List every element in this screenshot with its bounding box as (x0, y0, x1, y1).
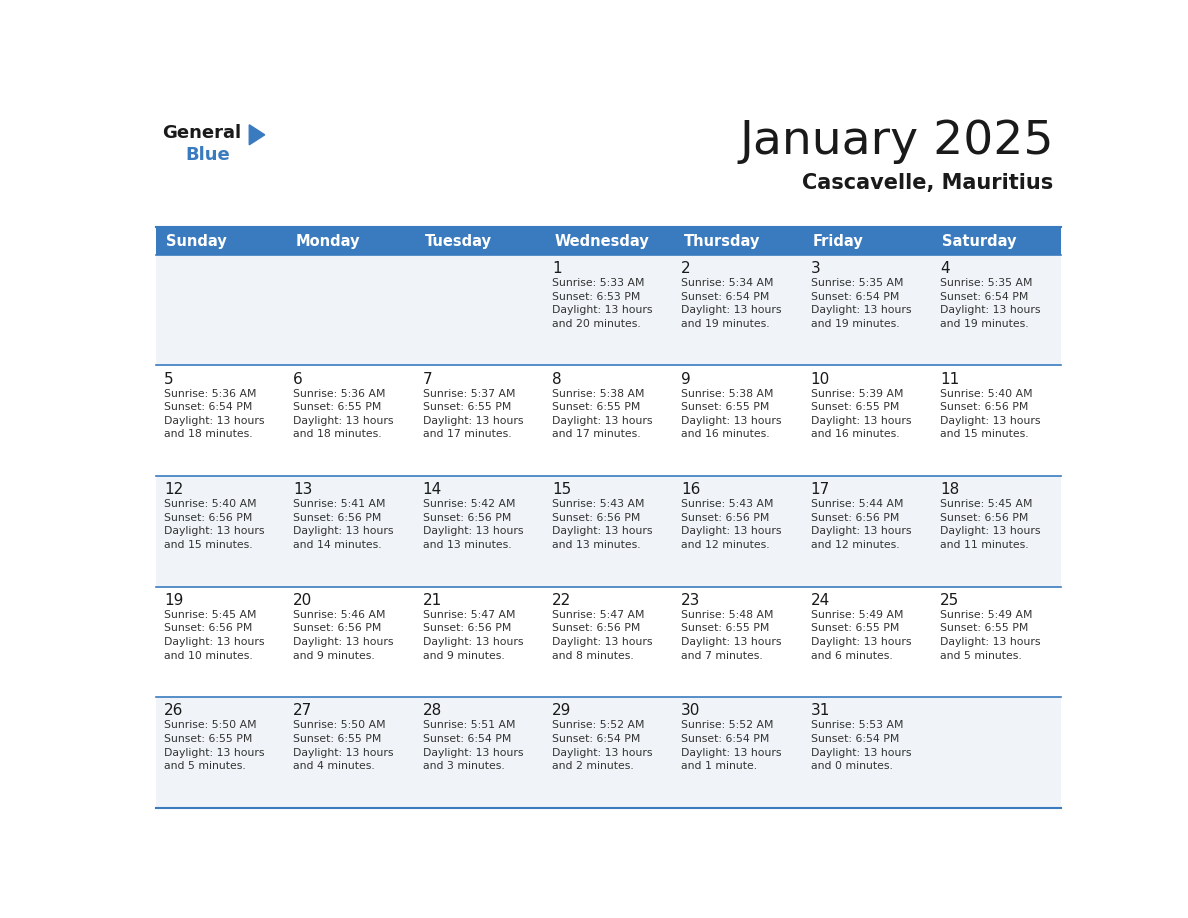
Text: Sunrise: 5:44 AM
Sunset: 6:56 PM
Daylight: 13 hours
and 12 minutes.: Sunrise: 5:44 AM Sunset: 6:56 PM Dayligh… (810, 499, 911, 550)
Text: Thursday: Thursday (683, 233, 760, 249)
Text: Sunrise: 5:50 AM
Sunset: 6:55 PM
Daylight: 13 hours
and 4 minutes.: Sunrise: 5:50 AM Sunset: 6:55 PM Dayligh… (293, 721, 393, 771)
Text: 30: 30 (681, 703, 701, 719)
Text: 8: 8 (552, 372, 562, 386)
Text: Sunrise: 5:38 AM
Sunset: 6:55 PM
Daylight: 13 hours
and 16 minutes.: Sunrise: 5:38 AM Sunset: 6:55 PM Dayligh… (681, 388, 782, 440)
Text: Tuesday: Tuesday (425, 233, 492, 249)
Text: 17: 17 (810, 482, 830, 498)
Text: Sunrise: 5:48 AM
Sunset: 6:55 PM
Daylight: 13 hours
and 7 minutes.: Sunrise: 5:48 AM Sunset: 6:55 PM Dayligh… (681, 610, 782, 661)
Bar (157, 587, 1061, 697)
Text: Cascavelle, Mauritius: Cascavelle, Mauritius (802, 174, 1054, 194)
Text: Sunday: Sunday (166, 233, 227, 249)
Text: 29: 29 (552, 703, 571, 719)
Text: Sunrise: 5:51 AM
Sunset: 6:54 PM
Daylight: 13 hours
and 3 minutes.: Sunrise: 5:51 AM Sunset: 6:54 PM Dayligh… (423, 721, 523, 771)
Text: 21: 21 (423, 593, 442, 608)
Text: Friday: Friday (813, 233, 864, 249)
Text: 13: 13 (293, 482, 312, 498)
Text: 23: 23 (681, 593, 701, 608)
Text: Sunrise: 5:41 AM
Sunset: 6:56 PM
Daylight: 13 hours
and 14 minutes.: Sunrise: 5:41 AM Sunset: 6:56 PM Dayligh… (293, 499, 393, 550)
Text: 5: 5 (164, 372, 173, 386)
Text: 31: 31 (810, 703, 830, 719)
Text: 24: 24 (810, 593, 830, 608)
Text: 11: 11 (940, 372, 959, 386)
Text: Sunrise: 5:43 AM
Sunset: 6:56 PM
Daylight: 13 hours
and 13 minutes.: Sunrise: 5:43 AM Sunset: 6:56 PM Dayligh… (552, 499, 652, 550)
Text: 22: 22 (552, 593, 571, 608)
Text: 12: 12 (164, 482, 183, 498)
Bar (415, 227, 544, 255)
Text: Sunrise: 5:33 AM
Sunset: 6:53 PM
Daylight: 13 hours
and 20 minutes.: Sunrise: 5:33 AM Sunset: 6:53 PM Dayligh… (552, 278, 652, 329)
Text: 19: 19 (164, 593, 183, 608)
Text: Saturday: Saturday (942, 233, 1017, 249)
Text: 10: 10 (810, 372, 830, 386)
Bar (544, 227, 674, 255)
Text: Sunrise: 5:43 AM
Sunset: 6:56 PM
Daylight: 13 hours
and 12 minutes.: Sunrise: 5:43 AM Sunset: 6:56 PM Dayligh… (681, 499, 782, 550)
Text: Sunrise: 5:42 AM
Sunset: 6:56 PM
Daylight: 13 hours
and 13 minutes.: Sunrise: 5:42 AM Sunset: 6:56 PM Dayligh… (423, 499, 523, 550)
Text: 6: 6 (293, 372, 303, 386)
Text: Sunrise: 5:47 AM
Sunset: 6:56 PM
Daylight: 13 hours
and 8 minutes.: Sunrise: 5:47 AM Sunset: 6:56 PM Dayligh… (552, 610, 652, 661)
Bar (157, 255, 1061, 365)
Text: 7: 7 (423, 372, 432, 386)
Bar (933, 227, 1061, 255)
Text: 15: 15 (552, 482, 571, 498)
Text: Sunrise: 5:35 AM
Sunset: 6:54 PM
Daylight: 13 hours
and 19 minutes.: Sunrise: 5:35 AM Sunset: 6:54 PM Dayligh… (810, 278, 911, 329)
Bar (157, 697, 1061, 808)
Text: 18: 18 (940, 482, 959, 498)
Text: January 2025: January 2025 (739, 119, 1054, 164)
Bar (674, 227, 803, 255)
Text: Sunrise: 5:35 AM
Sunset: 6:54 PM
Daylight: 13 hours
and 19 minutes.: Sunrise: 5:35 AM Sunset: 6:54 PM Dayligh… (940, 278, 1041, 329)
Polygon shape (249, 125, 265, 145)
Text: Sunrise: 5:46 AM
Sunset: 6:56 PM
Daylight: 13 hours
and 9 minutes.: Sunrise: 5:46 AM Sunset: 6:56 PM Dayligh… (293, 610, 393, 661)
Text: Sunrise: 5:40 AM
Sunset: 6:56 PM
Daylight: 13 hours
and 15 minutes.: Sunrise: 5:40 AM Sunset: 6:56 PM Dayligh… (164, 499, 265, 550)
Text: Monday: Monday (296, 233, 360, 249)
Text: 16: 16 (681, 482, 701, 498)
Text: Sunrise: 5:52 AM
Sunset: 6:54 PM
Daylight: 13 hours
and 1 minute.: Sunrise: 5:52 AM Sunset: 6:54 PM Dayligh… (681, 721, 782, 771)
Text: Sunrise: 5:37 AM
Sunset: 6:55 PM
Daylight: 13 hours
and 17 minutes.: Sunrise: 5:37 AM Sunset: 6:55 PM Dayligh… (423, 388, 523, 440)
Bar (157, 227, 285, 255)
Text: 20: 20 (293, 593, 312, 608)
Text: 1: 1 (552, 261, 562, 276)
Text: Wednesday: Wednesday (555, 233, 649, 249)
Text: 28: 28 (423, 703, 442, 719)
Text: Sunrise: 5:53 AM
Sunset: 6:54 PM
Daylight: 13 hours
and 0 minutes.: Sunrise: 5:53 AM Sunset: 6:54 PM Dayligh… (810, 721, 911, 771)
Bar (157, 365, 1061, 476)
Text: Sunrise: 5:39 AM
Sunset: 6:55 PM
Daylight: 13 hours
and 16 minutes.: Sunrise: 5:39 AM Sunset: 6:55 PM Dayligh… (810, 388, 911, 440)
Text: Sunrise: 5:52 AM
Sunset: 6:54 PM
Daylight: 13 hours
and 2 minutes.: Sunrise: 5:52 AM Sunset: 6:54 PM Dayligh… (552, 721, 652, 771)
Text: Sunrise: 5:47 AM
Sunset: 6:56 PM
Daylight: 13 hours
and 9 minutes.: Sunrise: 5:47 AM Sunset: 6:56 PM Dayligh… (423, 610, 523, 661)
Text: Sunrise: 5:45 AM
Sunset: 6:56 PM
Daylight: 13 hours
and 11 minutes.: Sunrise: 5:45 AM Sunset: 6:56 PM Dayligh… (940, 499, 1041, 550)
Text: 4: 4 (940, 261, 949, 276)
Text: Sunrise: 5:40 AM
Sunset: 6:56 PM
Daylight: 13 hours
and 15 minutes.: Sunrise: 5:40 AM Sunset: 6:56 PM Dayligh… (940, 388, 1041, 440)
Text: Sunrise: 5:36 AM
Sunset: 6:55 PM
Daylight: 13 hours
and 18 minutes.: Sunrise: 5:36 AM Sunset: 6:55 PM Dayligh… (293, 388, 393, 440)
Text: 27: 27 (293, 703, 312, 719)
Text: 3: 3 (810, 261, 821, 276)
Text: 26: 26 (164, 703, 183, 719)
Text: 2: 2 (681, 261, 691, 276)
Text: Sunrise: 5:49 AM
Sunset: 6:55 PM
Daylight: 13 hours
and 6 minutes.: Sunrise: 5:49 AM Sunset: 6:55 PM Dayligh… (810, 610, 911, 661)
Text: Sunrise: 5:49 AM
Sunset: 6:55 PM
Daylight: 13 hours
and 5 minutes.: Sunrise: 5:49 AM Sunset: 6:55 PM Dayligh… (940, 610, 1041, 661)
Text: Sunrise: 5:38 AM
Sunset: 6:55 PM
Daylight: 13 hours
and 17 minutes.: Sunrise: 5:38 AM Sunset: 6:55 PM Dayligh… (552, 388, 652, 440)
Text: Sunrise: 5:50 AM
Sunset: 6:55 PM
Daylight: 13 hours
and 5 minutes.: Sunrise: 5:50 AM Sunset: 6:55 PM Dayligh… (164, 721, 265, 771)
Bar (803, 227, 933, 255)
Text: Sunrise: 5:45 AM
Sunset: 6:56 PM
Daylight: 13 hours
and 10 minutes.: Sunrise: 5:45 AM Sunset: 6:56 PM Dayligh… (164, 610, 265, 661)
Text: General: General (163, 124, 241, 142)
Text: 25: 25 (940, 593, 959, 608)
Text: 9: 9 (681, 372, 691, 386)
Text: Sunrise: 5:34 AM
Sunset: 6:54 PM
Daylight: 13 hours
and 19 minutes.: Sunrise: 5:34 AM Sunset: 6:54 PM Dayligh… (681, 278, 782, 329)
Text: 14: 14 (423, 482, 442, 498)
Bar (285, 227, 415, 255)
Text: Blue: Blue (185, 146, 230, 163)
Bar (157, 476, 1061, 587)
Text: Sunrise: 5:36 AM
Sunset: 6:54 PM
Daylight: 13 hours
and 18 minutes.: Sunrise: 5:36 AM Sunset: 6:54 PM Dayligh… (164, 388, 265, 440)
